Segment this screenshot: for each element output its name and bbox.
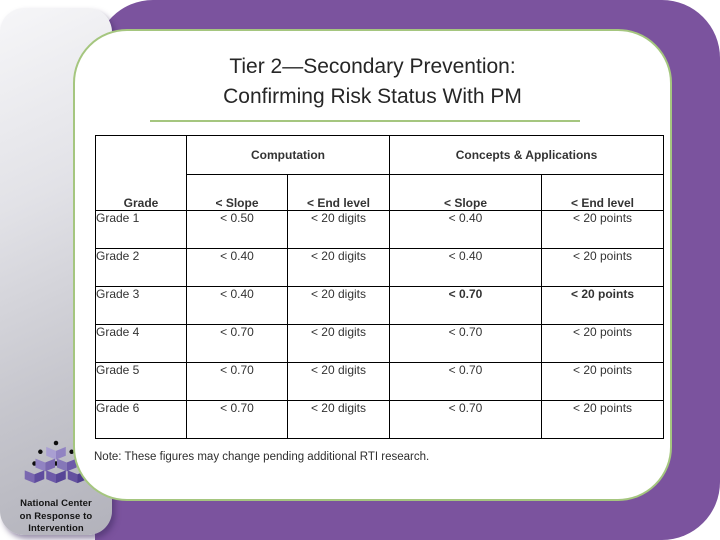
- grade-cell: Grade 1: [95, 210, 187, 249]
- table-row: Grade 1 < 0.50 < 20 digits < 0.40 < 20 point…: [95, 210, 665, 249]
- grade-column-header: Grade: [95, 135, 187, 211]
- grade-cell: Grade 6: [95, 400, 187, 439]
- value-cell: < 0.70: [389, 324, 542, 363]
- value-cell: < 0.70: [186, 362, 288, 401]
- comp-endlevel-header: < End level: [287, 174, 390, 211]
- value-cell: < 20 digits: [287, 400, 390, 439]
- value-cell: < 20 digits: [287, 324, 390, 363]
- value-cell: < 0.50: [186, 210, 288, 249]
- value-cell: < 20 points: [540, 400, 665, 439]
- value-cell: < 20 points: [540, 286, 665, 325]
- slide-title: Tier 2—Secondary Prevention: Confirming …: [75, 52, 670, 112]
- logo-text: National Center on Response to Intervent…: [6, 498, 106, 536]
- value-cell: < 0.40: [389, 248, 542, 287]
- value-cell: < 20 points: [540, 248, 665, 287]
- logo-text-line1: National Center: [20, 498, 92, 509]
- slide-title-line2: Confirming Risk Status With PM: [223, 85, 522, 108]
- value-cell: < 20 digits: [287, 210, 390, 249]
- value-cell: < 20 points: [540, 210, 665, 249]
- value-cell: < 20 points: [540, 324, 665, 363]
- value-cell: < 20 digits: [287, 362, 390, 401]
- grade-cell: Grade 2: [95, 248, 187, 287]
- logo-text-line3: Intervention: [28, 523, 84, 534]
- comp-slope-header: < Slope: [186, 174, 288, 211]
- value-cell: < 0.40: [186, 286, 288, 325]
- nrcoi-logo: National Center on Response to Intervent…: [6, 440, 106, 536]
- value-cell: < 0.40: [389, 210, 542, 249]
- concepts-group-header: Concepts & Applications: [388, 135, 665, 175]
- title-underline: [150, 120, 580, 122]
- value-cell: < 20 points: [540, 362, 665, 401]
- value-cell: < 0.70: [389, 362, 542, 401]
- value-cell: < 0.70: [389, 286, 542, 325]
- table-row: Grade 4 < 0.70 < 20 digits < 0.70 < 20 point…: [95, 324, 665, 363]
- table-row: Grade 3 < 0.40 < 20 digits < 0.70 < 20 point…: [95, 286, 665, 325]
- logo-text-line2: on Response to: [19, 510, 93, 522]
- grade-cell: Grade 3: [95, 286, 187, 325]
- computation-group-header: Computation: [186, 135, 390, 175]
- value-cell: < 0.70: [186, 400, 288, 439]
- note-text: Note: These figures may change pending a…: [94, 451, 430, 463]
- concepts-endlevel-header: < End level: [540, 174, 665, 211]
- logo-tree-icon: [24, 440, 88, 484]
- value-cell: < 0.70: [389, 400, 542, 439]
- grade-cell: Grade 5: [95, 362, 187, 401]
- slide-panel: Tier 2—Secondary Prevention: Confirming …: [73, 29, 672, 501]
- concepts-slope-header: < Slope: [389, 174, 542, 211]
- table-group-header-row: Grade Computation Concepts & Application…: [95, 135, 665, 211]
- value-cell: < 20 digits: [287, 248, 390, 287]
- grade-cell: Grade 4: [95, 324, 187, 363]
- value-cell: < 0.70: [186, 324, 288, 363]
- table-row: Grade 5 < 0.70 < 20 digits < 0.70 < 20 point…: [95, 362, 665, 401]
- value-cell: < 20 digits: [287, 286, 390, 325]
- table-row: Grade 2 < 0.40 < 20 digits < 0.40 < 20 point…: [95, 248, 665, 287]
- value-cell: < 0.40: [186, 248, 288, 287]
- table-row: Grade 6 < 0.70 < 20 digits < 0.70 < 20 point…: [95, 400, 665, 439]
- scores-table: Grade Computation Concepts & Application…: [95, 135, 665, 439]
- slide-title-line1: Tier 2—Secondary Prevention:: [229, 55, 516, 78]
